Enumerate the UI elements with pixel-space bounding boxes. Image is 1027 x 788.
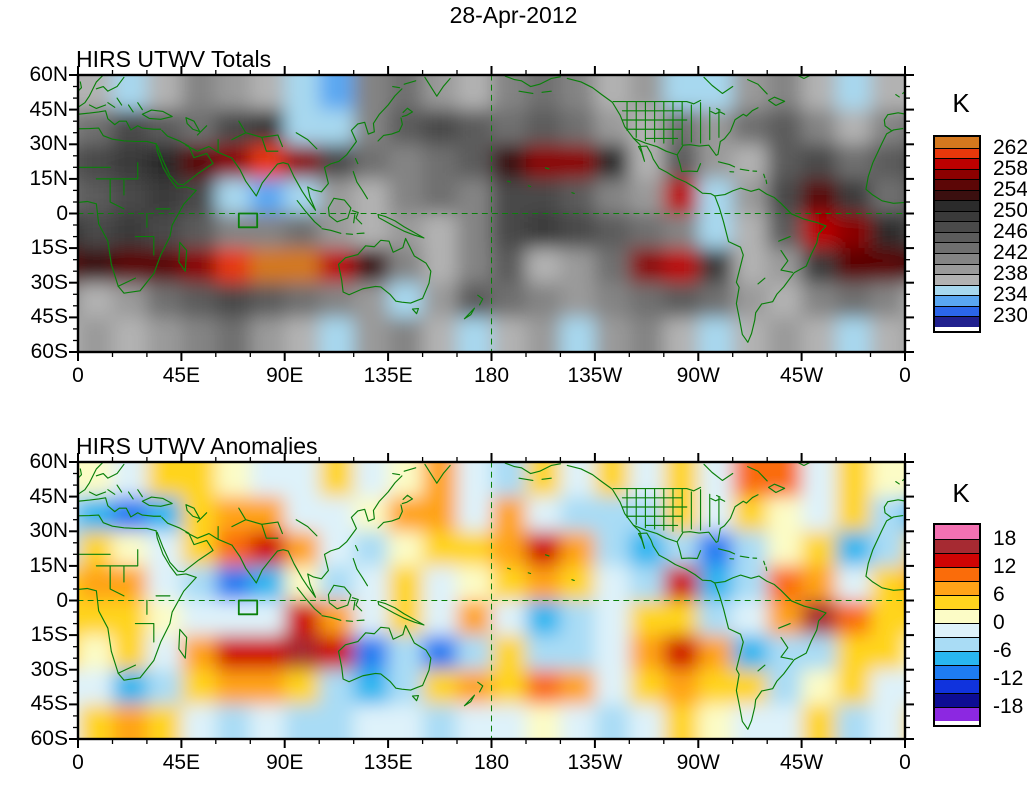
colorbar-tick-label: 262 — [993, 135, 1027, 159]
colorbar-tick-label: 0 — [993, 611, 1005, 634]
colorbar-tick-label: 242 — [993, 241, 1027, 265]
colorbar-band — [935, 316, 979, 327]
lat-tick-label: 0 — [56, 201, 68, 225]
colorbar-tick-label: 246 — [993, 220, 1027, 243]
colorbar-tick-label: 18 — [993, 527, 1017, 550]
colorbar-band — [935, 221, 979, 232]
lon-tick-label: 90E — [266, 751, 304, 774]
lon-tick-label: 135W — [567, 751, 623, 774]
colorbar-tick-label: 258 — [993, 156, 1027, 180]
lat-tick-label: 60N — [29, 450, 68, 473]
lat-tick-label: 60S — [30, 340, 68, 363]
lat-tick-label: 60S — [30, 727, 68, 750]
lat-tick-label: 30S — [30, 657, 68, 681]
colorbar-band — [935, 623, 979, 637]
colorbar-band — [935, 595, 979, 609]
colorbar-band — [935, 179, 979, 190]
colorbar-band — [935, 147, 979, 159]
lat-tick-label: 30S — [30, 270, 68, 294]
colorbar-band — [935, 305, 979, 317]
lon-tick-label: 0 — [899, 364, 911, 387]
colorbar-tick-label: -12 — [993, 667, 1024, 690]
lat-tick-label: 15S — [30, 236, 68, 260]
totals-map — [69, 66, 914, 361]
colorbar-band — [935, 567, 979, 581]
colorbar-band — [935, 637, 979, 651]
totals-colorbar: 262 258 254 250 246 242 238 234 230 — [933, 135, 1027, 333]
colorbar-tick-label: 230 — [993, 304, 1027, 328]
lon-tick-label: 45W — [780, 751, 824, 774]
colorbar-band — [935, 553, 979, 567]
lon-tick-label: 90E — [266, 364, 304, 387]
lon-tick-label: 45W — [780, 364, 824, 387]
lon-tick-label: 135E — [363, 364, 413, 387]
lat-tick-label: 30N — [29, 519, 68, 543]
anomalies-map — [69, 453, 914, 748]
anomalies-panel-title: HIRS UTWV Anomalies — [76, 433, 318, 459]
colorbar-band — [935, 295, 979, 306]
lat-tick-label: 30N — [29, 132, 68, 156]
lat-tick-label: 45S — [30, 305, 68, 329]
anomalies-colorbar-unit: K — [952, 478, 970, 508]
totals-panel-title: HIRS UTWV Totals — [76, 46, 272, 72]
colorbar-band — [935, 581, 979, 595]
lon-tick-label: 45E — [162, 364, 201, 387]
colorbar-band — [935, 693, 979, 707]
lon-tick-label: 180 — [473, 751, 510, 774]
colorbar-band — [935, 200, 979, 211]
colorbar-tick-label: 238 — [993, 262, 1027, 286]
colorbar-band — [935, 651, 979, 665]
colorbar-band — [935, 274, 979, 285]
lat-tick-label: 45N — [29, 484, 68, 508]
colorbar-band — [935, 253, 979, 264]
lat-tick-label: 15N — [29, 553, 68, 577]
colorbar-tick-label: 250 — [993, 198, 1027, 222]
colorbar-tick-label: -18 — [993, 695, 1024, 718]
lon-tick-label: 45E — [162, 751, 201, 774]
lon-tick-label: 0 — [72, 364, 84, 387]
lat-tick-label: 15S — [30, 623, 68, 647]
lat-tick-label: 15N — [29, 166, 68, 190]
colorbar-band — [935, 665, 979, 679]
colorbar-band — [935, 263, 979, 275]
colorbar-band — [935, 210, 979, 222]
figure-title: 28-Apr-2012 — [449, 2, 578, 28]
lat-tick-label: 45S — [30, 692, 68, 716]
colorbar-band — [935, 189, 979, 201]
lon-tick-label: 0 — [72, 751, 84, 774]
colorbar-tick-label: 12 — [993, 555, 1017, 578]
colorbar-band — [935, 539, 979, 553]
totals-colorbar-unit: K — [952, 88, 970, 118]
lon-tick-label: 90W — [676, 751, 720, 774]
lon-tick-label: 180 — [473, 364, 510, 387]
lon-tick-label: 0 — [899, 751, 911, 774]
colorbar-band — [935, 525, 979, 539]
colorbar-band — [935, 609, 979, 623]
colorbar-tick-label: 6 — [993, 583, 1005, 606]
colorbar-band — [935, 679, 979, 693]
lat-tick-label: 0 — [56, 588, 68, 612]
lon-tick-label: 135W — [567, 364, 623, 387]
colorbar-band — [935, 231, 979, 243]
colorbar-tick-label: 254 — [993, 177, 1027, 201]
lon-tick-label: 90W — [676, 364, 720, 387]
colorbar-tick-label: 234 — [993, 283, 1027, 307]
colorbar-band — [935, 242, 979, 254]
colorbar-band — [935, 284, 979, 296]
colorbar-band — [935, 168, 979, 180]
colorbar-tick-label: -6 — [993, 639, 1012, 662]
colorbar-band — [935, 707, 979, 721]
lon-tick-label: 135E — [363, 751, 413, 774]
lat-tick-label: 60N — [29, 63, 68, 86]
anomalies-colorbar: 18 12 6 0 -6 -12 -18 — [933, 523, 1023, 727]
colorbar-band — [935, 158, 979, 169]
colorbar-band — [935, 137, 979, 148]
lat-tick-label: 45N — [29, 97, 68, 121]
